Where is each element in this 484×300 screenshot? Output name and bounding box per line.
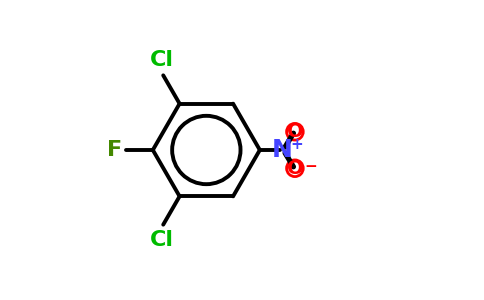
Text: N: N bbox=[272, 138, 292, 162]
Text: −: − bbox=[305, 159, 318, 174]
Text: Cl: Cl bbox=[150, 50, 174, 70]
Text: O: O bbox=[287, 159, 303, 178]
Text: O: O bbox=[287, 122, 303, 141]
Text: Cl: Cl bbox=[150, 230, 174, 250]
Text: +: + bbox=[290, 137, 303, 152]
Text: F: F bbox=[106, 140, 121, 160]
